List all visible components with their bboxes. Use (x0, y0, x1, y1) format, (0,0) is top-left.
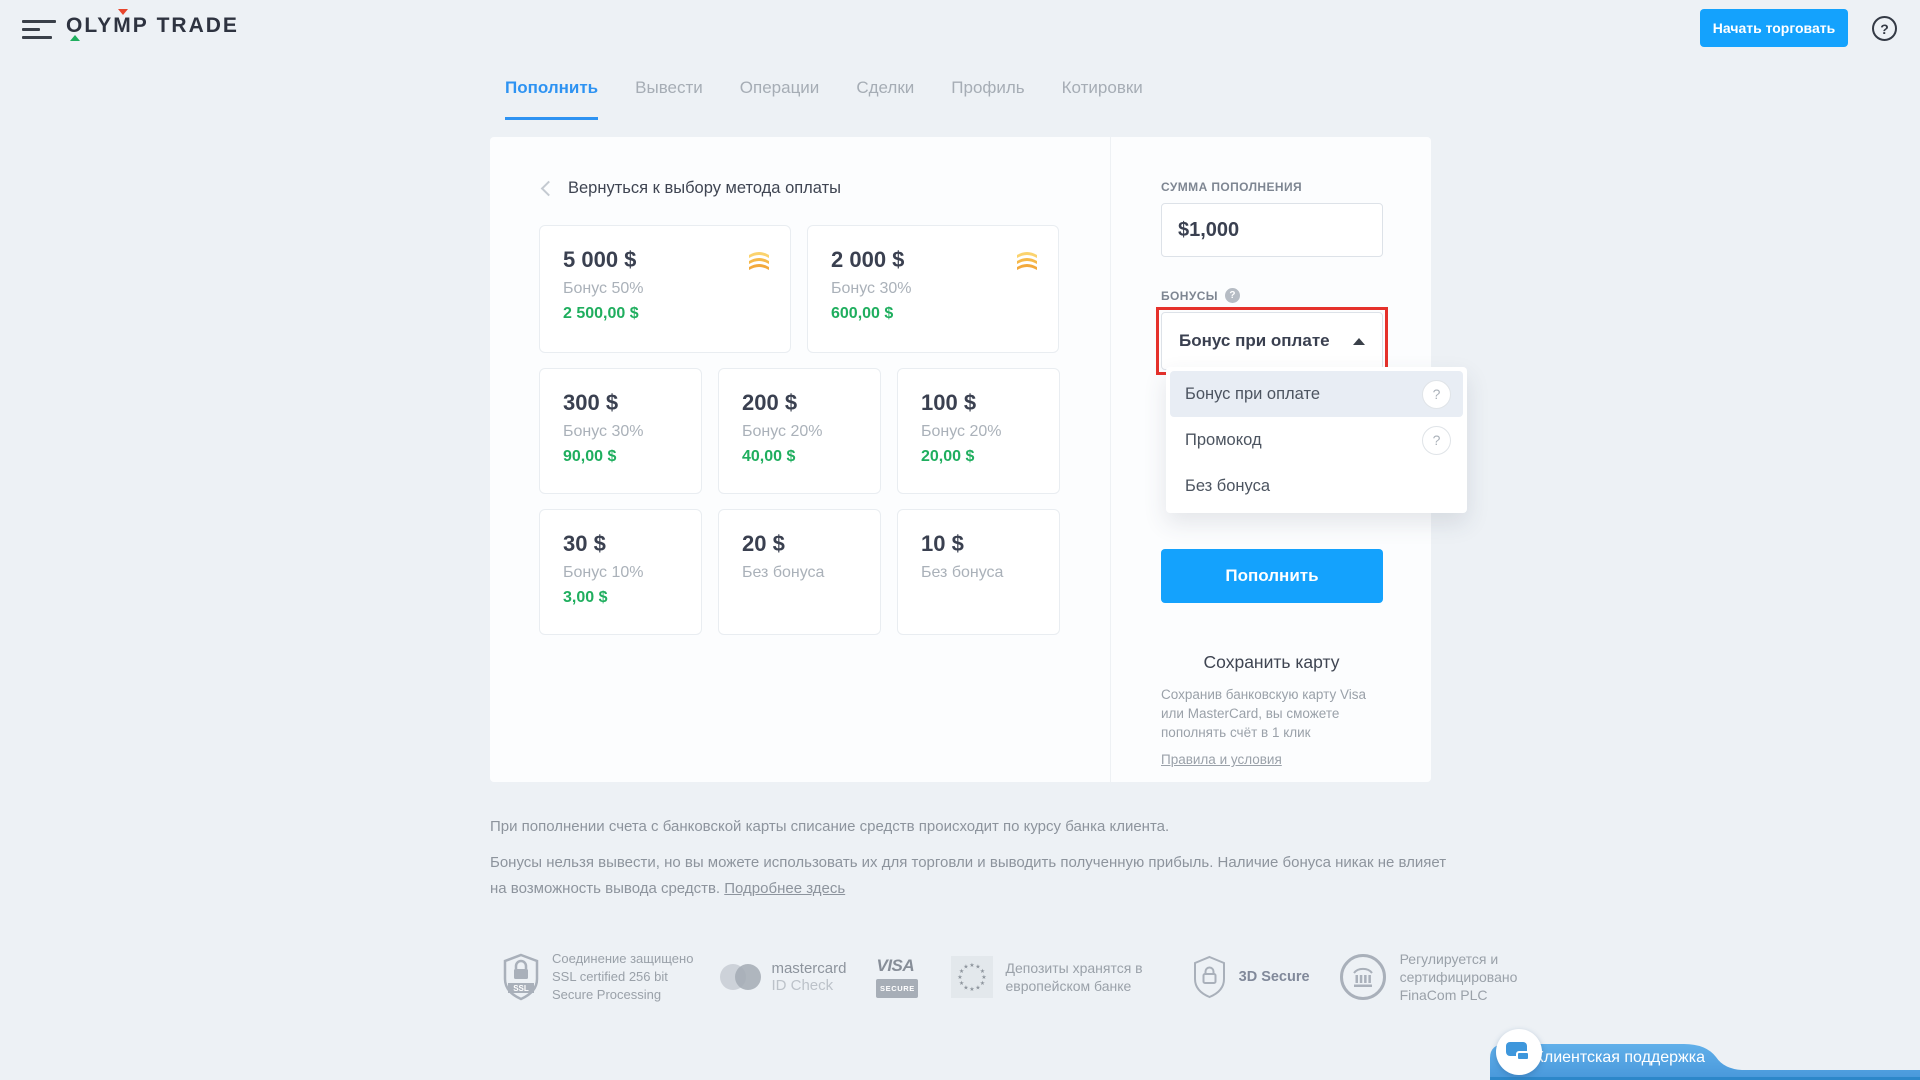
deposit-card-200[interactable]: 200 $ Бонус 20% 40,00 $ (718, 368, 881, 494)
chevron-left-icon (540, 180, 557, 197)
deposit-card-10[interactable]: 10 $ Без бонуса (897, 509, 1060, 635)
svg-text:SSL: SSL (513, 984, 529, 993)
deposit-card-100[interactable]: 100 $ Бонус 20% 20,00 $ (897, 368, 1060, 494)
chat-bubble-icon[interactable] (1496, 1029, 1542, 1075)
save-card-description: Сохранив банковскую карту Visa или Maste… (1161, 687, 1366, 740)
tab-trades[interactable]: Сделки (856, 78, 915, 97)
tab-operations[interactable]: Операции (739, 78, 820, 97)
help-icon[interactable]: ? (1422, 425, 1451, 455)
svg-text:★: ★ (959, 980, 964, 987)
bonus-dropdown-menu: Бонус при оплате ? Промокод ? Без бонуса (1166, 367, 1467, 513)
tab-withdraw[interactable]: Вывести (635, 78, 703, 97)
ssl-badge-text: Соединение защищено SSL certified 256 bi… (552, 951, 694, 1002)
dropdown-option-no-bonus[interactable]: Без бонуса (1185, 476, 1271, 495)
svg-text:★: ★ (958, 974, 963, 981)
help-icon[interactable]: ? (1872, 16, 1897, 41)
svg-text:★: ★ (970, 962, 975, 969)
deposit-submit-button[interactable]: Пополнить (1161, 549, 1383, 603)
mastercard-icon (720, 964, 762, 990)
support-chat-widget[interactable]: Клиентская поддержка (1480, 1026, 1920, 1080)
tab-deposit[interactable]: Пополнить (505, 78, 599, 120)
olymp-trade-logo: OLYMP TRADE (66, 14, 239, 37)
bonus-cards-section: Вернуться к выбору метода оплаты 5 000 $… (490, 137, 1110, 782)
finacom-badge-text: Регулируется и сертифицировано FinaCom P… (1399, 951, 1518, 1003)
start-trading-button[interactable]: Начать торговать (1700, 9, 1848, 47)
svg-text:★: ★ (980, 968, 985, 975)
note-exchange-rate: При пополнении счета с банковской карты … (490, 818, 1170, 835)
svg-text:★: ★ (982, 974, 987, 981)
more-details-link[interactable]: Подробнее здесь (724, 880, 846, 897)
amount-label: СУММА ПОПОЛНЕНИЯ (1161, 180, 1302, 194)
coins-icon (1017, 252, 1037, 270)
main-tabs: Пополнить Вывести Операции Сделки Профил… (505, 78, 1143, 120)
dropdown-option-bonus-on-payment[interactable]: Бонус при оплате ? (1170, 371, 1463, 417)
bonus-select[interactable]: Бонус при оплате (1161, 312, 1383, 370)
tab-quotes[interactable]: Котировки (1061, 78, 1143, 97)
deposit-card-20[interactable]: 20 $ Без бонуса (718, 509, 881, 635)
eu-stars-icon: ★ ★★ ★★★ ★★★ ★★★ (951, 956, 994, 998)
visa-secure-label: SECURE (876, 979, 919, 998)
visa-logo: VISA (876, 956, 915, 975)
svg-text:★: ★ (976, 984, 981, 991)
coins-icon (749, 252, 769, 270)
amount-input[interactable] (1161, 203, 1383, 257)
note-bonuses: Бонусы нельзя вывести, но вы можете испо… (490, 854, 1447, 897)
3d-secure-shield-icon (1193, 955, 1225, 999)
trust-badges: SSL Соединение защищено SSL certified 25… (502, 944, 1517, 1010)
svg-text:★: ★ (980, 980, 985, 987)
bonuses-label: БОНУСЫ (1161, 288, 1218, 303)
footnotes: При пополнении счета с банковской карты … (490, 818, 1448, 902)
support-banner-shape (1490, 1044, 1920, 1080)
finacom-bank-icon (1339, 954, 1386, 1000)
deposit-card-5000[interactable]: 5 000 $ Бонус 50% 2 500,00 $ (539, 225, 791, 353)
3d-secure-label: 3D Secure (1238, 969, 1310, 985)
svg-text:★: ★ (976, 964, 981, 971)
tab-profile[interactable]: Профиль (951, 78, 1025, 97)
support-label: Клиентская поддержка (1534, 1049, 1705, 1066)
info-icon[interactable]: ? (1224, 288, 1240, 303)
terms-link[interactable]: Правила и условия (1161, 752, 1282, 767)
dropdown-option-promocode[interactable]: Промокод ? (1170, 417, 1463, 463)
svg-text:★: ★ (964, 964, 969, 971)
back-to-payment-methods-link[interactable]: Вернуться к выбору метода оплаты (539, 179, 841, 198)
order-form: СУММА ПОПОЛНЕНИЯ БОНУСЫ ? Бонус при опла… (1110, 137, 1431, 782)
chevron-up-icon (1353, 337, 1365, 345)
deposit-card-300[interactable]: 300 $ Бонус 30% 90,00 $ (539, 368, 702, 494)
save-card-title[interactable]: Сохранить карту (1203, 652, 1340, 672)
deposit-card-30[interactable]: 30 $ Бонус 10% 3,00 $ (539, 509, 702, 635)
svg-text:★: ★ (959, 968, 964, 975)
eu-badge-text: Депозиты хранятся в европейском банке (1005, 960, 1143, 994)
mastercard-badge-text: mastercard ID Check (771, 960, 847, 994)
help-icon[interactable]: ? (1422, 379, 1451, 409)
deposit-card-2000[interactable]: 2 000 $ Бонус 30% 600,00 $ (807, 225, 1059, 353)
ssl-shield-icon: SSL (503, 953, 539, 1001)
svg-text:★: ★ (964, 984, 969, 991)
svg-text:★: ★ (970, 986, 975, 993)
visa-secure-badge: VISA SECURE (876, 956, 919, 998)
menu-icon[interactable] (22, 20, 56, 39)
